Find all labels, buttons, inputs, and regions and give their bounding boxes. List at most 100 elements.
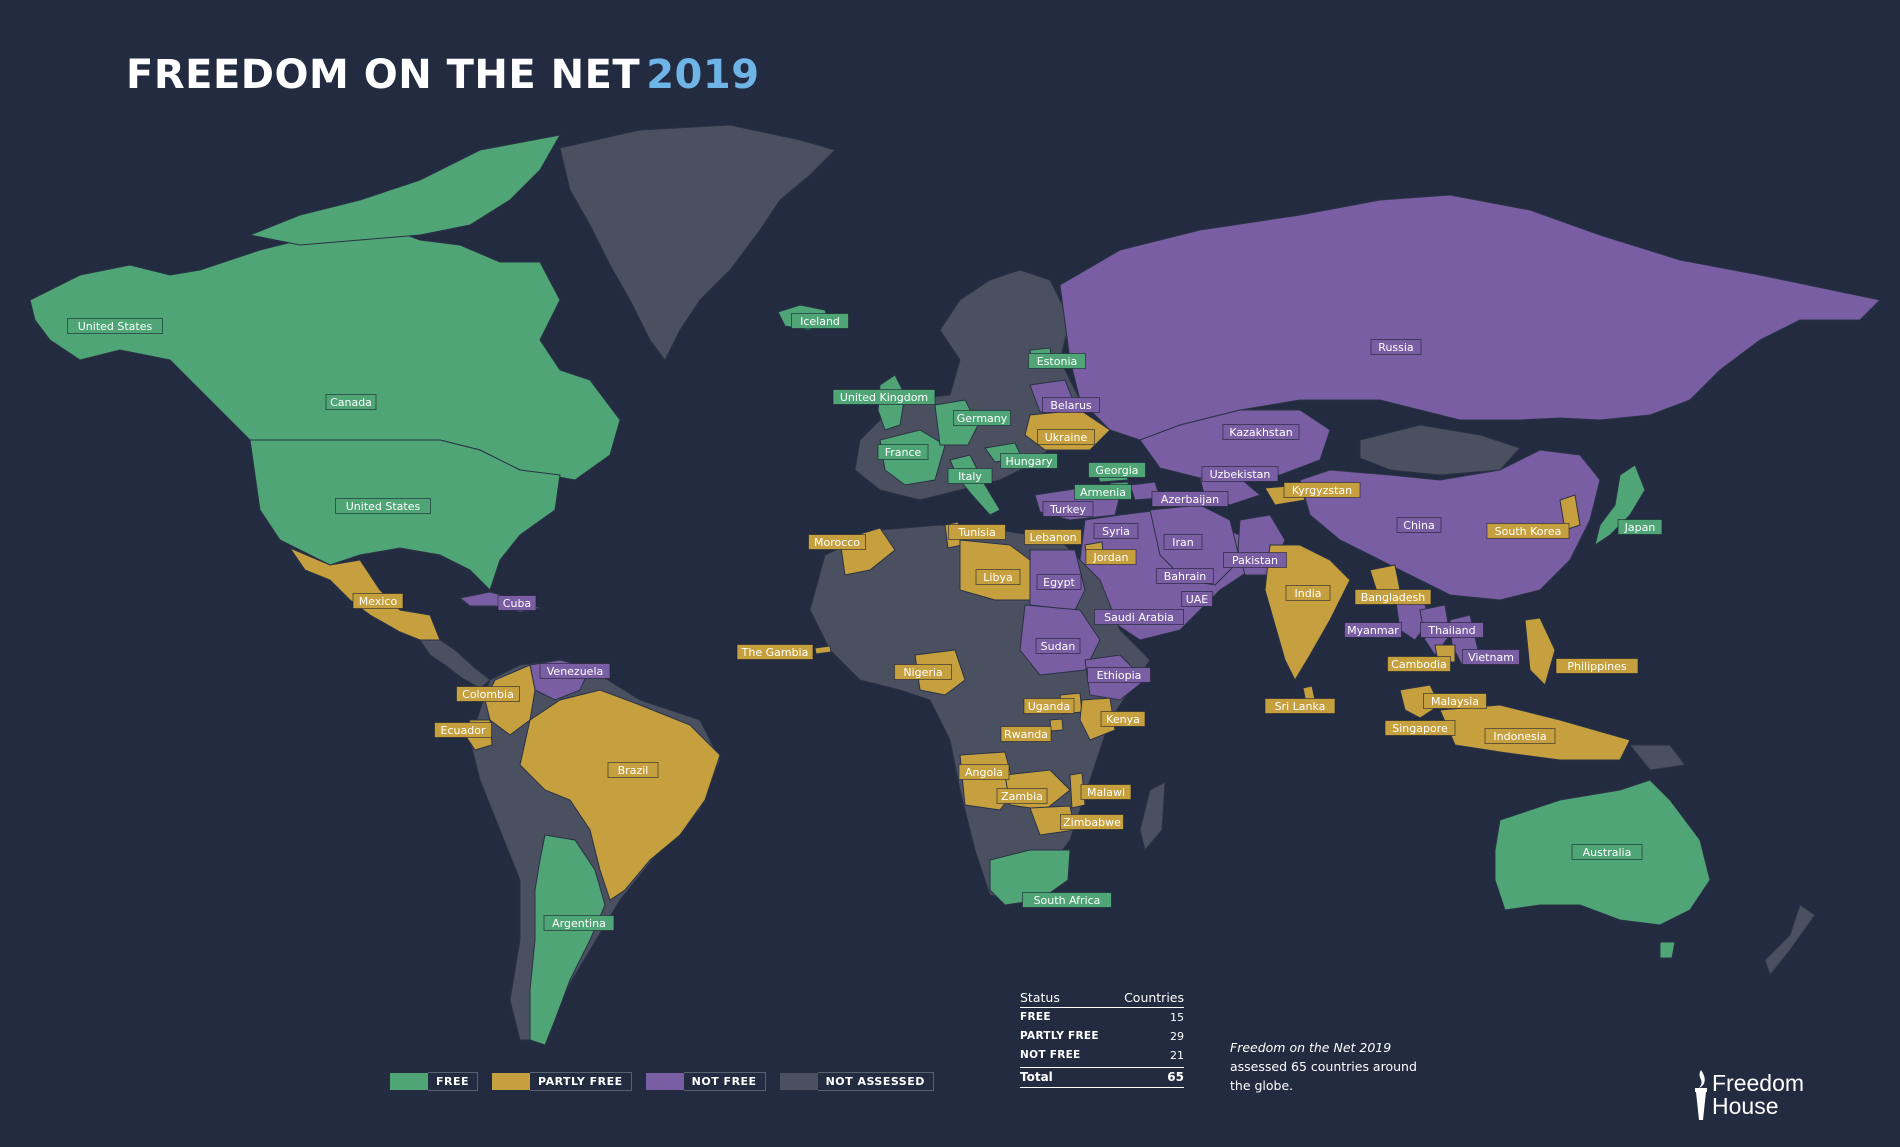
country-label-text: Sri Lanka bbox=[1275, 700, 1326, 713]
country-label-box bbox=[958, 764, 1010, 780]
legend-swatch-free bbox=[390, 1073, 428, 1090]
country-label-text: Canada bbox=[330, 396, 372, 409]
mongolia-shape bbox=[1359, 424, 1521, 476]
country-label-vietnam: Vietnam bbox=[1462, 649, 1520, 665]
country-label-myanmar: Myanmar bbox=[1344, 622, 1402, 638]
country-label-box bbox=[1555, 658, 1639, 674]
brand-text: Freedom House bbox=[1712, 1072, 1804, 1118]
country-label-text: South Korea bbox=[1495, 525, 1562, 538]
country-label-text: Libya bbox=[983, 571, 1012, 584]
country-label-malaysia: Malaysia bbox=[1423, 693, 1487, 709]
stats-row-partly-free: PARTLY FREE 29 bbox=[1020, 1027, 1184, 1046]
country-label-text: Bangladesh bbox=[1361, 591, 1426, 604]
russia-shape bbox=[1059, 194, 1882, 441]
country-label-box bbox=[975, 569, 1021, 585]
country-label-china: China bbox=[1396, 517, 1442, 533]
usa-shape bbox=[249, 439, 561, 591]
country-label-text: Philippines bbox=[1567, 660, 1627, 673]
country-label-box bbox=[1370, 339, 1422, 355]
country-label-philippines: Philippines bbox=[1555, 658, 1639, 674]
country-label-text: Jordan bbox=[1093, 551, 1129, 564]
footnote-italic: Freedom on the Net 2019 bbox=[1230, 1040, 1392, 1055]
country-label-box bbox=[1088, 462, 1146, 478]
country-label-jordan: Jordan bbox=[1085, 549, 1137, 565]
torch-icon bbox=[1695, 1070, 1707, 1120]
japan-shape bbox=[1594, 464, 1646, 547]
country-label-text: China bbox=[1403, 519, 1434, 532]
country-label-text: Sudan bbox=[1041, 640, 1076, 653]
png-shape bbox=[1628, 744, 1686, 771]
country-label-text: Zimbabwe bbox=[1063, 816, 1121, 829]
country-label-box bbox=[1093, 523, 1139, 539]
country-label-united-kingdom: United Kingdom bbox=[832, 389, 936, 405]
country-label-text: Nigeria bbox=[903, 666, 942, 679]
country-label-box bbox=[736, 644, 814, 660]
country-label-text: Armenia bbox=[1080, 486, 1126, 499]
legend-item-not-assessed: NOT ASSESSED bbox=[779, 1072, 934, 1091]
country-label-text: Cuba bbox=[503, 597, 531, 610]
country-label-text: Mexico bbox=[359, 595, 398, 608]
philippines-shape bbox=[1524, 617, 1556, 686]
country-label-text: Ethiopia bbox=[1097, 669, 1142, 682]
country-label-text: Pakistan bbox=[1232, 554, 1278, 567]
country-label-box bbox=[948, 524, 1006, 540]
country-label-kenya: Kenya bbox=[1100, 711, 1146, 727]
brazil-shape bbox=[519, 689, 721, 901]
kenya-shape bbox=[1079, 697, 1116, 741]
country-label-text: Saudi Arabia bbox=[1104, 611, 1174, 624]
country-label-box bbox=[947, 468, 993, 484]
country-label-brazil: Brazil bbox=[607, 762, 659, 778]
country-label-box bbox=[1486, 523, 1570, 539]
country-label-box bbox=[1384, 720, 1456, 736]
country-label-bangladesh: Bangladesh bbox=[1354, 589, 1432, 605]
stats-header: Status Countries bbox=[1020, 988, 1184, 1008]
country-label-ukraine: Ukraine bbox=[1037, 429, 1095, 445]
country-label-uganda: Uganda bbox=[1023, 698, 1075, 714]
greenland-shape bbox=[559, 124, 836, 361]
country-label-bahrain: Bahrain bbox=[1156, 568, 1214, 584]
legend-label: NOT ASSESSED bbox=[817, 1072, 934, 1091]
country-label-united-states: United States bbox=[67, 318, 163, 334]
new-zealand-shape bbox=[1764, 904, 1816, 977]
country-label-box bbox=[1420, 622, 1484, 638]
country-label-text: United States bbox=[346, 500, 421, 513]
country-label-text: Morocco bbox=[814, 536, 860, 549]
country-label-venezuela: Venezuela bbox=[539, 663, 611, 679]
country-label-text: Angola bbox=[965, 766, 1003, 779]
country-label-uae: UAE bbox=[1181, 591, 1213, 607]
country-label-text: United Kingdom bbox=[840, 391, 928, 404]
country-label-box bbox=[1037, 429, 1095, 445]
country-label-cuba: Cuba bbox=[497, 595, 537, 611]
country-label-text: Tunisia bbox=[957, 526, 996, 539]
madagascar-shape bbox=[1139, 781, 1166, 852]
country-label-box bbox=[1036, 574, 1082, 590]
country-label-united-states: United States bbox=[335, 498, 431, 514]
country-label-box bbox=[1000, 726, 1052, 742]
brand-line2: House bbox=[1712, 1093, 1779, 1119]
legend-label: NOT FREE bbox=[683, 1072, 766, 1091]
country-label-box bbox=[1060, 814, 1124, 830]
country-label-australia: Australia bbox=[1571, 844, 1643, 860]
country-label-armenia: Armenia bbox=[1074, 484, 1132, 500]
country-label-turkey: Turkey bbox=[1042, 501, 1094, 517]
country-label-text: Argentina bbox=[552, 917, 606, 930]
country-label-box bbox=[894, 664, 952, 680]
legend-item-free: FREE bbox=[390, 1072, 479, 1091]
country-label-text: Zambia bbox=[1001, 790, 1043, 803]
central-america-shape bbox=[419, 639, 491, 689]
country-label-box bbox=[1094, 609, 1184, 625]
country-label-box bbox=[1462, 649, 1520, 665]
country-label-box bbox=[1035, 638, 1081, 654]
country-label-text: Estonia bbox=[1037, 355, 1078, 368]
stats-row-label: NOT FREE bbox=[1020, 1049, 1081, 1061]
country-label-text: Malawi bbox=[1087, 786, 1125, 799]
country-label-sri-lanka: Sri Lanka bbox=[1264, 698, 1336, 714]
legend-swatch-not-assessed bbox=[779, 1073, 818, 1090]
country-label-text: Uzbekistan bbox=[1210, 468, 1271, 481]
gambia-shape bbox=[814, 645, 832, 655]
country-label-lebanon: Lebanon bbox=[1024, 529, 1082, 545]
country-label-germany: Germany bbox=[953, 410, 1011, 426]
country-label-box bbox=[808, 534, 866, 550]
stats-row-free: FREE 15 bbox=[1020, 1008, 1184, 1027]
